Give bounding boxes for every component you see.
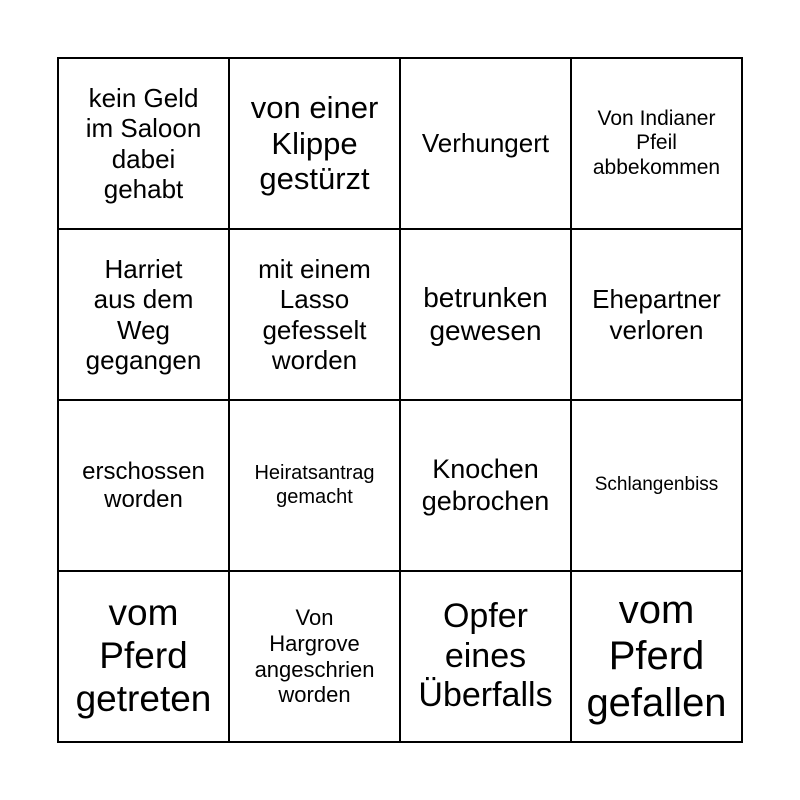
- bingo-cell-line: Pferd: [608, 634, 705, 679]
- bingo-cell[interactable]: Von Indianer Pfeil abbekommen: [571, 58, 742, 229]
- bingo-cell-line: Knochen: [432, 454, 539, 485]
- bingo-cell-text: vom Pferd getreten: [76, 592, 212, 721]
- bingo-cell-text: betrunken gewesen: [423, 282, 548, 347]
- bingo-cell-line: aus dem: [93, 284, 194, 315]
- bingo-cell-line: verloren: [609, 314, 704, 345]
- bingo-cell[interactable]: erschossen worden: [58, 400, 229, 571]
- bingo-cell[interactable]: vom Pferd gefallen: [571, 571, 742, 742]
- bingo-cell-line: abbekommen: [592, 155, 721, 179]
- bingo-cell-line: vom: [618, 587, 695, 632]
- bingo-cell-text: vom Pferd gefallen: [586, 587, 726, 726]
- bingo-cell-line: Schlangenbiss: [594, 474, 719, 496]
- bingo-cell-line: Weg: [117, 314, 170, 345]
- bingo-cell[interactable]: Opfer eines Überfalls: [400, 571, 571, 742]
- bingo-cell-line: Von: [295, 605, 334, 631]
- bingo-cell-line: gehabt: [103, 173, 184, 204]
- bingo-cell-line: dabei: [111, 143, 176, 174]
- bingo-cell-line: im Saloon: [85, 113, 202, 144]
- bingo-cell-line: gegangen: [85, 344, 202, 375]
- bingo-cell-line: gebrochen: [421, 485, 550, 516]
- bingo-cell-text: Von Hargrove angeschrien worden: [255, 605, 375, 707]
- bingo-card: kein Geld im Saloon dabei gehabt von einer Kl…: [57, 57, 743, 743]
- bingo-cell[interactable]: betrunken gewesen: [400, 229, 571, 400]
- bingo-cell-line: gemacht: [276, 485, 353, 508]
- bingo-cell-text: Knochen gebrochen: [422, 454, 550, 517]
- bingo-cell-line: angeschrien: [254, 656, 375, 682]
- bingo-cell-text: Ehepartner verloren: [592, 284, 721, 344]
- bingo-cell-line: worden: [271, 344, 358, 375]
- bingo-cell-line: gefallen: [586, 680, 727, 725]
- bingo-cell-line: Hargrove: [269, 630, 360, 656]
- bingo-cell-line: Opfer: [442, 597, 529, 636]
- bingo-cell[interactable]: Schlangenbiss: [571, 400, 742, 571]
- bingo-cell[interactable]: vom Pferd getreten: [58, 571, 229, 742]
- bingo-cell-line: Pferd: [99, 635, 188, 677]
- bingo-cell-text: Verhungert: [422, 128, 549, 158]
- bingo-cell-text: Von Indianer Pfeil abbekommen: [593, 107, 720, 180]
- bingo-cell-text: Schlangenbiss: [595, 474, 719, 496]
- bingo-cell-line: erschossen: [82, 457, 205, 485]
- bingo-cell-line: worden: [104, 485, 183, 513]
- bingo-cell[interactable]: Verhungert: [400, 58, 571, 229]
- bingo-cell-line: kein Geld: [88, 83, 199, 114]
- bingo-cell-line: von einer: [250, 89, 379, 125]
- bingo-cell-line: Ehepartner: [592, 284, 721, 315]
- bingo-cell-line: Verhungert: [421, 128, 550, 159]
- bingo-cell-line: vom: [108, 592, 179, 634]
- bingo-cell-line: worden: [278, 682, 351, 708]
- bingo-cell-text: mit einem Lasso gefesselt worden: [258, 254, 371, 375]
- bingo-cell[interactable]: Ehepartner verloren: [571, 229, 742, 400]
- bingo-cell-text: Opfer eines Überfalls: [418, 597, 552, 715]
- bingo-cell[interactable]: von einer Klippe gestürzt: [229, 58, 400, 229]
- bingo-cell-line: gefesselt: [262, 314, 367, 345]
- bingo-cell-text: Heiratsantrag gemacht: [254, 462, 374, 508]
- bingo-cell-line: Überfalls: [418, 676, 553, 715]
- bingo-cell[interactable]: mit einem Lasso gefesselt worden: [229, 229, 400, 400]
- bingo-cell[interactable]: Heiratsantrag gemacht: [229, 400, 400, 571]
- bingo-cell-text: erschossen worden: [82, 458, 205, 514]
- bingo-cell-line: Heiratsantrag: [254, 462, 375, 485]
- bingo-cell-text: Harriet aus dem Weg gegangen: [86, 254, 202, 375]
- bingo-cell[interactable]: Knochen gebrochen: [400, 400, 571, 571]
- bingo-cell-line: Lasso: [279, 284, 350, 315]
- bingo-cell-line: gewesen: [429, 314, 542, 346]
- bingo-cell[interactable]: kein Geld im Saloon dabei gehabt: [58, 58, 229, 229]
- bingo-cell-line: Pfeil: [636, 131, 677, 155]
- bingo-cell-text: kein Geld im Saloon dabei gehabt: [86, 83, 202, 204]
- bingo-cell-line: betrunken: [423, 282, 548, 314]
- bingo-cell-line: gestürzt: [259, 161, 370, 197]
- bingo-cell-line: Harriet: [104, 254, 183, 285]
- bingo-cell-line: eines: [444, 636, 527, 675]
- bingo-cell-text: von einer Klippe gestürzt: [251, 90, 379, 198]
- bingo-cell-line: Klippe: [271, 125, 358, 161]
- bingo-cell-line: Von Indianer: [597, 106, 716, 130]
- bingo-cell-line: getreten: [75, 677, 212, 719]
- bingo-cell[interactable]: Von Hargrove angeschrien worden: [229, 571, 400, 742]
- bingo-cell-line: mit einem: [258, 254, 371, 285]
- bingo-cell[interactable]: Harriet aus dem Weg gegangen: [58, 229, 229, 400]
